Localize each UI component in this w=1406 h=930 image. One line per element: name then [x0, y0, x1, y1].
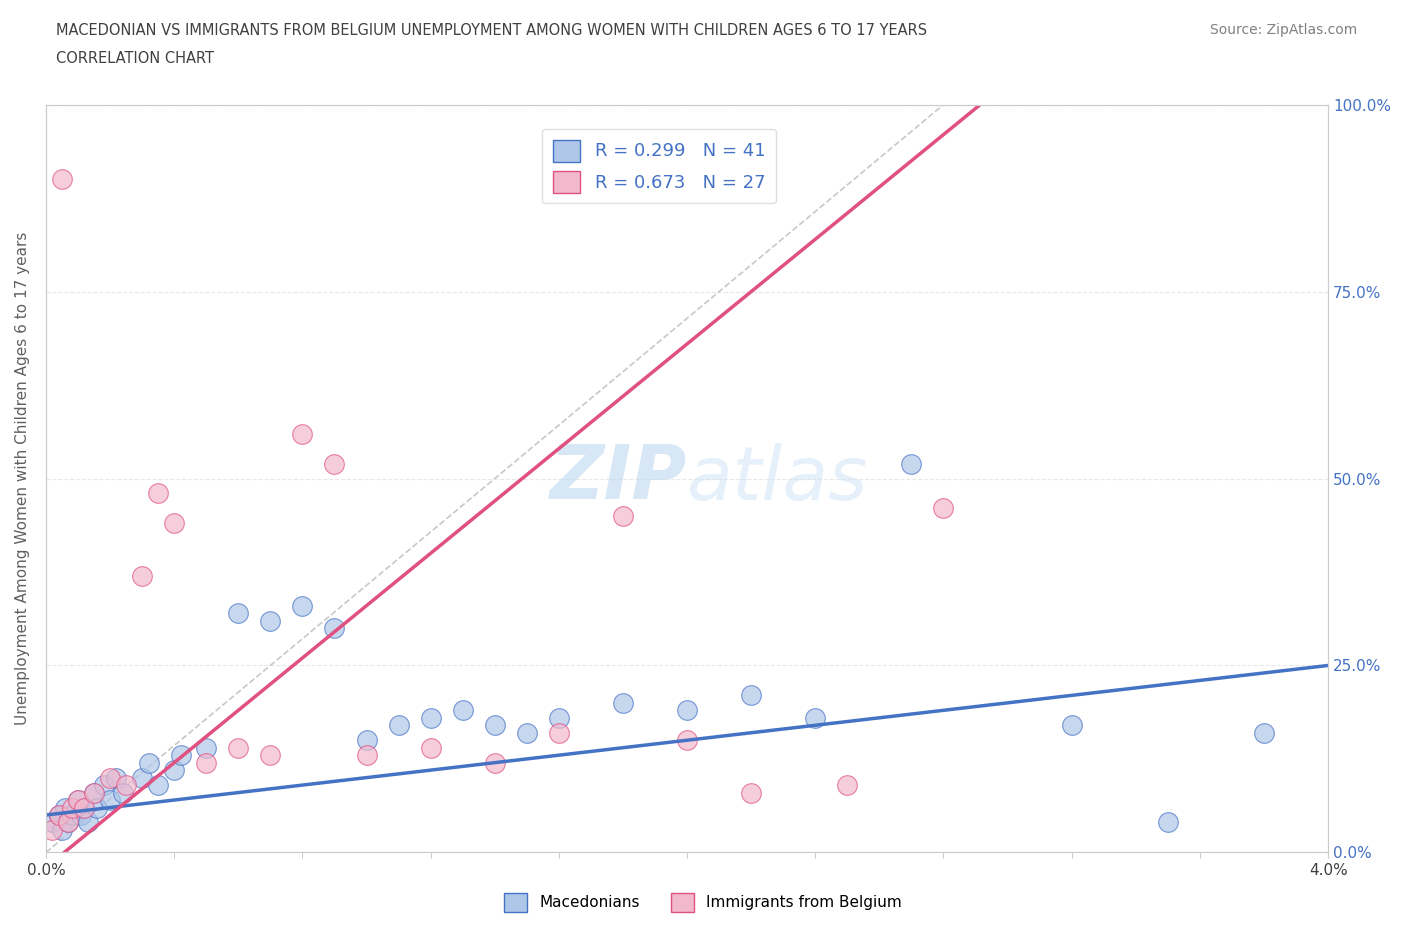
- Point: [547, 711, 569, 725]
- Point: [195, 740, 218, 755]
- Point: [66, 792, 89, 807]
- Point: [163, 516, 186, 531]
- Point: [73, 800, 96, 815]
- Point: [547, 725, 569, 740]
- Y-axis label: Unemployment Among Women with Children Ages 6 to 17 years: Unemployment Among Women with Children A…: [15, 232, 30, 725]
- Point: [740, 785, 762, 800]
- Point: [451, 703, 474, 718]
- Point: [484, 755, 506, 770]
- Point: [259, 613, 281, 628]
- Legend: Macedonians, Immigrants from Belgium: Macedonians, Immigrants from Belgium: [498, 887, 908, 918]
- Point: [804, 711, 827, 725]
- Text: CORRELATION CHART: CORRELATION CHART: [56, 51, 214, 66]
- Point: [146, 486, 169, 501]
- Legend: R = 0.299   N = 41, R = 0.673   N = 27: R = 0.299 N = 41, R = 0.673 N = 27: [543, 128, 776, 204]
- Point: [676, 733, 699, 748]
- Point: [356, 748, 378, 763]
- Point: [676, 703, 699, 718]
- Point: [291, 598, 314, 613]
- Text: atlas: atlas: [688, 443, 869, 514]
- Point: [356, 733, 378, 748]
- Point: [138, 755, 160, 770]
- Point: [58, 815, 80, 830]
- Point: [115, 777, 138, 792]
- Point: [131, 568, 153, 583]
- Point: [83, 785, 105, 800]
- Point: [60, 800, 83, 815]
- Point: [83, 785, 105, 800]
- Point: [60, 807, 83, 822]
- Point: [86, 800, 108, 815]
- Point: [291, 426, 314, 441]
- Text: Source: ZipAtlas.com: Source: ZipAtlas.com: [1209, 23, 1357, 37]
- Point: [70, 807, 93, 822]
- Point: [76, 815, 98, 830]
- Point: [66, 792, 89, 807]
- Point: [105, 770, 128, 785]
- Point: [900, 456, 922, 471]
- Text: ZIP: ZIP: [550, 442, 688, 515]
- Point: [58, 815, 80, 830]
- Point: [259, 748, 281, 763]
- Point: [1060, 718, 1083, 733]
- Point: [169, 748, 191, 763]
- Point: [195, 755, 218, 770]
- Point: [111, 785, 134, 800]
- Point: [484, 718, 506, 733]
- Text: MACEDONIAN VS IMMIGRANTS FROM BELGIUM UNEMPLOYMENT AMONG WOMEN WITH CHILDREN AGE: MACEDONIAN VS IMMIGRANTS FROM BELGIUM UN…: [56, 23, 928, 38]
- Point: [516, 725, 538, 740]
- Point: [837, 777, 859, 792]
- Point: [146, 777, 169, 792]
- Point: [612, 509, 634, 524]
- Point: [226, 740, 249, 755]
- Point: [131, 770, 153, 785]
- Point: [387, 718, 409, 733]
- Point: [98, 792, 121, 807]
- Point: [323, 620, 346, 635]
- Point: [419, 740, 441, 755]
- Point: [93, 777, 115, 792]
- Point: [48, 807, 70, 822]
- Point: [740, 688, 762, 703]
- Point: [1157, 815, 1180, 830]
- Point: [41, 815, 63, 830]
- Point: [51, 172, 73, 187]
- Point: [163, 763, 186, 777]
- Point: [419, 711, 441, 725]
- Point: [41, 822, 63, 837]
- Point: [98, 770, 121, 785]
- Point: [226, 605, 249, 620]
- Point: [51, 822, 73, 837]
- Point: [612, 696, 634, 711]
- Point: [1253, 725, 1275, 740]
- Point: [932, 501, 955, 516]
- Point: [48, 807, 70, 822]
- Point: [323, 456, 346, 471]
- Point: [53, 800, 76, 815]
- Point: [73, 800, 96, 815]
